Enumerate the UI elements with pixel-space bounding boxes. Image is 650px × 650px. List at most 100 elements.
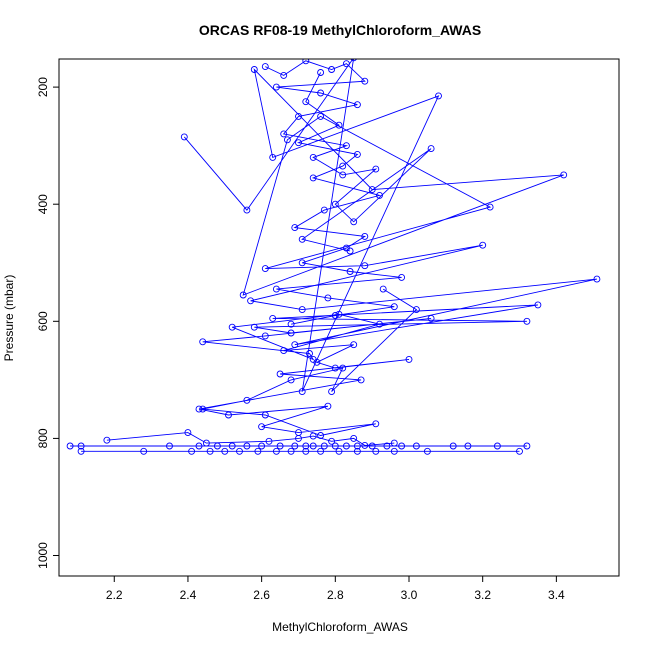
data-point (243, 206, 251, 214)
data-point (493, 442, 501, 450)
x-tick-label: 3.2 (474, 588, 491, 602)
data-point (195, 405, 203, 413)
data-point (350, 341, 358, 349)
data-point (353, 150, 361, 158)
data-point (376, 320, 383, 328)
data-point (317, 112, 325, 120)
series-line (276, 72, 402, 325)
data-point (280, 71, 288, 79)
data-point (317, 447, 325, 455)
y-tick-label: 400 (36, 194, 50, 214)
data-point (350, 59, 357, 62)
data-point (306, 350, 313, 357)
data-point (427, 145, 435, 153)
data-point (261, 63, 269, 71)
data-point (166, 442, 173, 450)
data-point (523, 442, 531, 450)
data-point (335, 121, 343, 129)
data-point (390, 439, 398, 447)
data-point (335, 447, 343, 455)
data-point (280, 347, 288, 355)
data-point (188, 447, 196, 455)
series-2 (77, 447, 523, 455)
data-point (372, 165, 380, 173)
data-point (398, 273, 406, 281)
data-point (206, 447, 214, 455)
data-point (350, 218, 358, 226)
data-point (523, 317, 531, 325)
data-point (353, 101, 361, 109)
data-point (320, 442, 328, 450)
data-point (331, 364, 339, 372)
x-tick-label: 2.2 (106, 588, 123, 602)
data-point (435, 92, 442, 100)
data-point (199, 338, 207, 346)
data-point (342, 244, 350, 252)
data-point (357, 376, 365, 384)
data-point (423, 447, 431, 455)
data-point (309, 153, 317, 161)
data-point (243, 442, 251, 450)
data-point (295, 434, 302, 442)
data-point (225, 411, 232, 419)
x-axis-label: MethylChloroform_AWAS (272, 620, 408, 634)
series-1 (66, 442, 531, 450)
data-point (254, 447, 262, 455)
series-line (183, 59, 597, 436)
data-point (287, 447, 295, 455)
data-point (379, 285, 387, 293)
data-point (291, 341, 299, 349)
data-point (361, 77, 369, 85)
data-point (258, 423, 266, 431)
data-point (298, 259, 306, 267)
data-point (272, 83, 280, 91)
data-point (328, 388, 336, 396)
data-point (295, 139, 302, 147)
data-point (560, 171, 568, 179)
data-point (221, 447, 229, 455)
data-point (346, 268, 354, 275)
data-point (368, 442, 376, 450)
data-point (339, 364, 347, 372)
data-point (412, 442, 420, 450)
data-point (339, 162, 347, 170)
data-point (280, 130, 288, 138)
data-point (302, 98, 310, 106)
data-point (77, 447, 85, 455)
data-point (269, 314, 277, 322)
data-point (250, 323, 258, 331)
data-point (261, 332, 269, 340)
x-tick-label: 2.4 (180, 588, 197, 602)
data-point (324, 402, 332, 410)
data-point (269, 153, 277, 161)
data-point (368, 186, 376, 194)
data-point (66, 442, 74, 450)
data-point (313, 358, 321, 366)
data-point (324, 294, 332, 302)
data-point (272, 285, 280, 293)
data-point (479, 241, 487, 249)
data-point (464, 442, 472, 450)
data-point (328, 66, 336, 73)
y-tick-label: 200 (36, 77, 50, 97)
data-point (298, 388, 306, 396)
data-point (261, 411, 269, 419)
data-point (390, 303, 398, 311)
data-point (339, 171, 347, 179)
data-point (309, 174, 317, 182)
data-point (236, 447, 243, 455)
data-point (350, 434, 358, 442)
chart-title: ORCAS RF08-19 MethylChloroform_AWAS (199, 22, 481, 38)
series-0 (180, 59, 601, 439)
data-point (247, 297, 255, 305)
data-point (342, 142, 350, 150)
x-tick-label: 3.0 (401, 588, 418, 602)
series-line (265, 60, 432, 252)
data-point (361, 262, 369, 270)
data-point (390, 447, 398, 455)
data-point (372, 420, 380, 428)
data-point (228, 323, 236, 331)
data-point (427, 314, 435, 322)
data-point (258, 442, 266, 450)
